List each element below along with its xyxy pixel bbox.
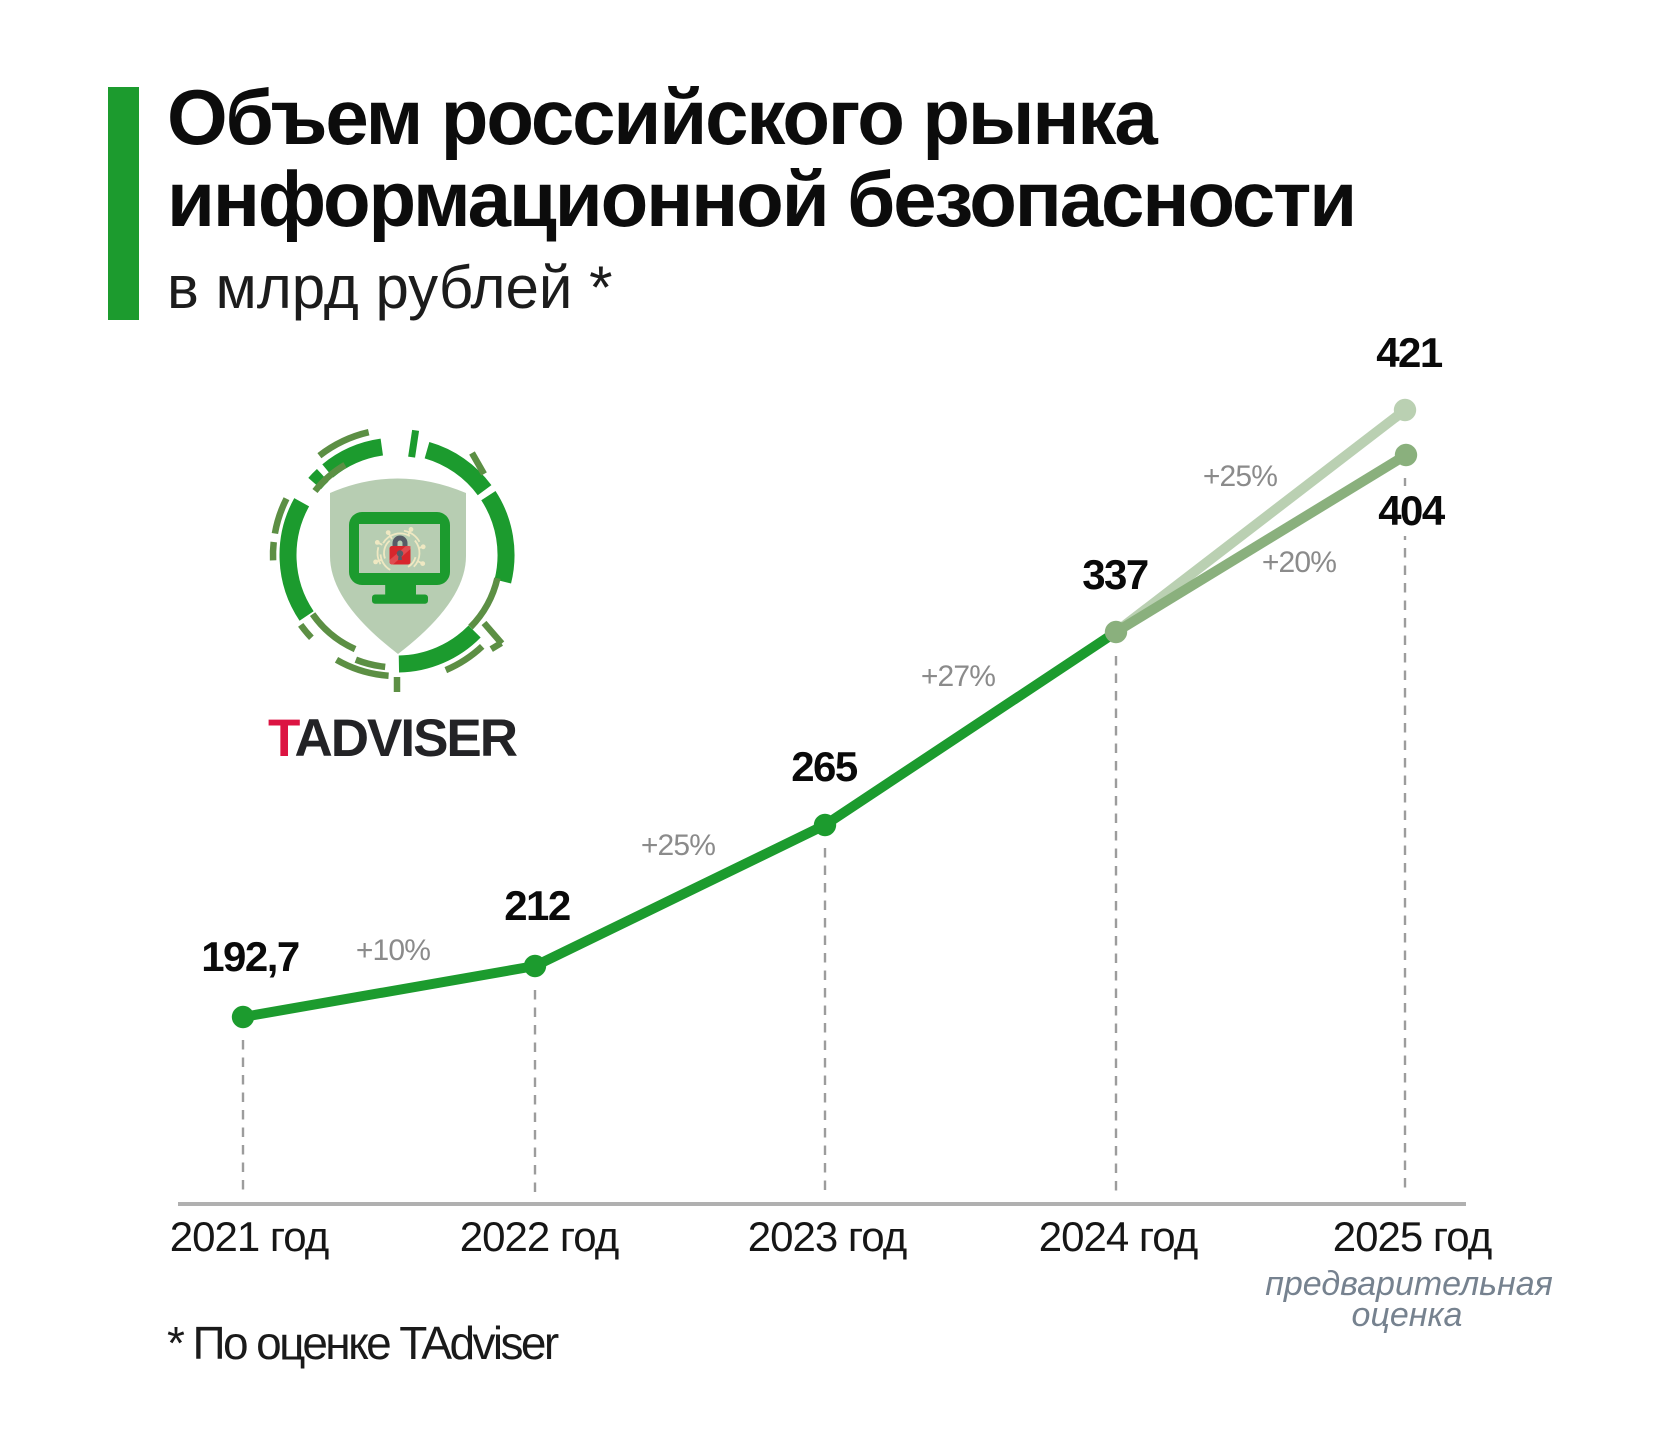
svg-text:Объем российского рынка: Объем российского рынка [167,73,1158,161]
svg-text:+20%: +20% [1262,546,1336,579]
svg-text:* По оценке TAdviser: * По оценке TAdviser [167,1317,559,1369]
svg-text:212: 212 [504,882,570,929]
svg-text:+25%: +25% [641,829,715,862]
svg-text:TADVISER: TADVISER [268,709,518,768]
svg-text:2025 год: 2025 год [1333,1213,1492,1260]
svg-text:421: 421 [1376,329,1443,376]
svg-text:+27%: +27% [921,660,995,693]
svg-text:404: 404 [1378,487,1446,534]
svg-text:предварительная: предварительная [1265,1265,1553,1303]
svg-text:2022 год: 2022 год [460,1213,619,1260]
svg-text:оценка: оценка [1352,1296,1463,1334]
svg-text:2023 год: 2023 год [748,1213,907,1260]
svg-text:2024 год: 2024 год [1039,1213,1198,1260]
svg-text:+10%: +10% [356,934,430,967]
svg-text:+25%: +25% [1203,460,1277,493]
svg-text:информационной безопасности: информационной безопасности [167,155,1355,243]
svg-text:2021 год: 2021 год [170,1213,329,1260]
svg-text:265: 265 [791,743,858,790]
svg-text:в млрд рублей *: в млрд рублей * [167,254,612,321]
svg-text:337: 337 [1082,551,1148,598]
svg-text:192,7: 192,7 [201,933,299,980]
